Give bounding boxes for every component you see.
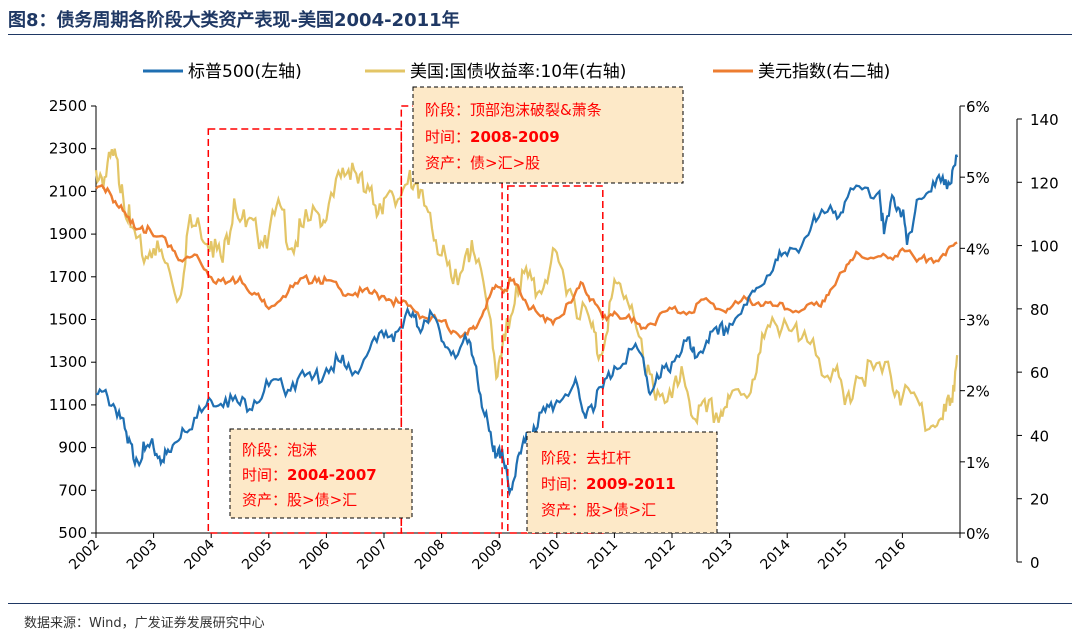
chart: 标普500(左轴) 美国:国债收益率:10年(右轴) 美元指数(右二轴) 200… [49,62,1059,574]
x-tick-label: 2012 [642,537,679,574]
y-right2-tick-label: 40 [1030,427,1049,445]
x-tick-label: 2010 [527,537,564,574]
x-tick-label: 2009 [470,537,507,574]
x-tick-label: 2013 [700,537,737,574]
annotation-bubble-asset: 资产：股>债>汇 [242,491,357,509]
x-tick-label: 2007 [354,537,391,574]
source-note: 数据来源：Wind，广发证券发展研究中心 [24,616,265,631]
title-divider [8,34,1072,35]
y-left-tick-label: 700 [58,481,87,499]
y-left-tick-label: 1900 [49,225,87,243]
annotation-deleverage-asset: 资产：股>债>汇 [541,501,656,519]
y-left-tick-label: 900 [58,439,87,457]
legend-label-sp500: 标普500(左轴) [188,62,302,82]
figure-title: 图8：债务周期各阶段大类资产表现-美国2004-2011年 [8,10,460,31]
y-right-tick-label: 6% [966,98,990,116]
x-tick-label: 2006 [297,536,334,573]
x-tick-label: 2004 [182,536,219,573]
annotation-burst: 阶段：顶部泡沫破裂&萧条 时间：2008-2009 资产：债>汇>股 [412,86,684,184]
annotation-burst-asset: 资产：债>汇>股 [425,154,540,172]
y-left-tick-label: 1100 [49,396,87,414]
y-right-tick-label: 4% [966,240,990,258]
x-ticks: 2002 2003 2004 2005 2006 2007 2008 2009 2010 2011… [66,533,961,574]
y-left-tick-label: 2100 [49,182,87,200]
y-left-tick-label: 1300 [49,353,87,371]
annotation-burst-time: 时间：2008-2009 [425,128,560,146]
y-right-tick-label: 5% [966,169,990,187]
y-right2-tick-label: 120 [1030,174,1059,192]
legend-label-treasury: 美国:国债收益率:10年(右轴) [410,62,626,82]
legend: 标普500(左轴) 美国:国债收益率:10年(右轴) 美元指数(右二轴) [143,62,890,82]
source-divider [8,603,1072,604]
annotation-box-bubble [229,428,413,519]
x-tick-label: 2014 [758,536,795,573]
y-right2-ticks: 0 20 40 60 80 100 120 140 [1017,111,1059,572]
x-tick-label: 2011 [585,537,622,574]
y-left-tick-label: 1500 [49,311,87,329]
series-line-treasury [94,148,959,433]
y-right2-tick-label: 60 [1030,364,1049,382]
y-left-ticks: 500 700 900 1100 1300 1500 1700 1900 2100 2300 250… [49,97,96,542]
annotation-bubble-stage: 阶段：泡沫 [242,441,317,459]
y-right2-tick-label: 80 [1030,301,1049,319]
x-tick-label: 2008 [412,537,449,574]
annotation-deleverage-stage: 阶段：去扛杆 [541,449,631,467]
y-right2-tick-label: 20 [1030,491,1049,509]
y-right-tick-label: 2% [966,383,990,401]
phase-region-bubble [207,128,403,534]
y-right-tick-label: 0% [966,525,990,543]
y-right-tick-label: 3% [966,312,990,330]
annotation-box-burst [412,86,684,184]
x-tick-label: 2015 [815,537,852,574]
series-line-sp500 [95,154,959,497]
x-tick-label: 2003 [124,537,161,574]
y-left-tick-label: 2500 [49,97,87,115]
annotation-deleverage: 阶段：去扛杆 时间：2009-2011 资产：股>债>汇 [526,431,718,534]
x-tick-label: 2016 [873,536,910,573]
y-right2-tick-label: 0 [1030,554,1040,572]
legend-label-dxy: 美元指数(右二轴) [758,62,890,82]
annotation-box-deleverage [526,431,718,534]
y-left-tick-label: 1700 [49,268,87,286]
annotation-deleverage-time: 时间：2009-2011 [541,475,676,493]
annotation-burst-stage: 阶段：顶部泡沫破裂&萧条 [425,101,602,119]
series-layer [94,148,959,497]
series-line-dxy [95,183,958,339]
x-tick-label: 2005 [239,537,276,574]
y-right-ticks: 0% 1% 2% 3% 4% 5% 6% [960,98,990,543]
y-right-tick-label: 1% [966,454,990,472]
y-left-tick-label: 500 [58,524,87,542]
annotation-bubble: 阶段：泡沫 时间：2004-2007 资产：股>债>汇 [229,428,413,519]
y-right2-tick-label: 100 [1030,238,1059,256]
y-left-tick-label: 2300 [49,140,87,158]
annotation-bubble-time: 时间：2004-2007 [242,466,377,484]
y-right2-tick-label: 140 [1030,111,1059,129]
